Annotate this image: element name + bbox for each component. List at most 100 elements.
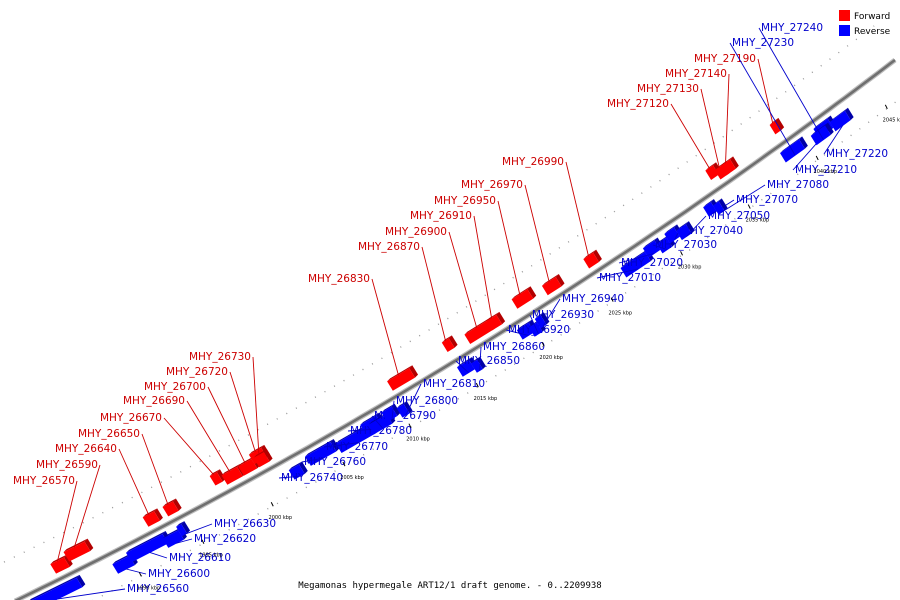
legend-reverse-label: Reverse [854, 27, 891, 37]
reverse-mhy_27210-label: MHY_27210 [795, 164, 857, 176]
forward-mhy_26910-label: MHY_26910 [410, 210, 472, 222]
forward-mhy_27130-label: MHY_27130 [637, 83, 699, 95]
tick-label: 2020 kbp [539, 355, 563, 361]
reverse-mhy_26600-leader [126, 568, 147, 575]
reverse-mhy_26930-leader [529, 314, 539, 335]
forward-gene-mhy_26830 [387, 365, 419, 391]
reverse-mhy_26630-label: MHY_26630 [214, 518, 276, 530]
reverse-gene-mhy_27220 [829, 107, 854, 132]
tick-mark [270, 502, 274, 507]
forward-mhy_26870-label: MHY_26870 [358, 241, 420, 253]
forward-gene-mhy_26870 [441, 335, 458, 353]
forward-gene-mhy_26670 [209, 469, 226, 486]
reverse-mhy_26740-leader [278, 475, 300, 479]
reverse-mhy_26760-label: MHY_26760 [304, 456, 366, 468]
reverse-mhy_27220-label: MHY_27220 [826, 148, 888, 160]
reverse-mhy_27040-label: MHY_27040 [681, 225, 743, 237]
forward-mhy_26700-label: MHY_26700 [144, 381, 206, 393]
reverse-mhy_27080-leader [721, 184, 766, 213]
forward-mhy_26720-label: MHY_26720 [166, 366, 228, 378]
reverse-mhy_27230-leader [729, 42, 796, 156]
reverse-mhy_26560-leader [57, 588, 126, 600]
reverse-mhy_26780-leader [347, 428, 374, 432]
forward-mhy_26910-leader [473, 215, 493, 319]
forward-gene-mhy_26950 [511, 286, 537, 309]
reverse-mhy_26850-leader [455, 360, 469, 373]
reverse-mhy_26800-leader [391, 400, 395, 419]
reverse-mhy_27010-label: MHY_27010 [599, 272, 661, 284]
reverse-mhy_26920-leader [505, 329, 529, 336]
forward-mhy_26690-leader [186, 400, 230, 472]
tick-label: 2040 kbp [814, 169, 838, 175]
tick-mark [408, 423, 412, 428]
legend: Forward Reverse [839, 10, 891, 37]
forward-mhy_26640-label: MHY_26640 [55, 443, 117, 455]
reverse-mhy_26770-label: MHY_26770 [326, 441, 388, 453]
reverse-gene-mhy_27080 [712, 198, 728, 215]
forward-mhy_27120-leader [670, 103, 710, 169]
reverse-mhy_27230-label: MHY_27230 [732, 37, 794, 49]
forward-mhy_26690-label: MHY_26690 [123, 395, 185, 407]
reverse-mhy_26610-leader [149, 551, 168, 559]
forward-gene-mhy_26650 [162, 498, 182, 517]
reverse-mhy_26740-label: MHY_26740 [281, 472, 343, 484]
forward-mhy_26950-label: MHY_26950 [434, 195, 496, 207]
forward-track-guide [0, 25, 875, 565]
forward-mhy_27190-label: MHY_27190 [694, 53, 756, 65]
forward-mhy_27140-label: MHY_27140 [665, 68, 727, 80]
forward-mhy_26670-label: MHY_26670 [100, 412, 162, 424]
tick-label: 2015 kbp [474, 396, 498, 402]
reverse-mhy_26620-leader [175, 538, 193, 544]
reverse-mhy_26940-label: MHY_26940 [562, 293, 624, 305]
reverse-mhy_26930-label: MHY_26930 [532, 309, 594, 321]
reverse-mhy_26810-label: MHY_26810 [423, 378, 485, 390]
reverse-mhy_26760-leader [301, 457, 324, 463]
reverse-gene-mhy_27040 [664, 224, 683, 244]
reverse-mhy_27010-leader [596, 268, 639, 279]
reverse-mhy_27220-leader [823, 125, 844, 155]
forward-mhy_26730-leader [252, 356, 260, 456]
tick-mark [475, 382, 479, 388]
reverse-mhy_26770-leader [323, 442, 359, 448]
tick-mark [884, 104, 888, 110]
tick-label: 2025 kbp [609, 311, 633, 317]
reverse-mhy_26630-leader [184, 523, 213, 535]
tick-mark [541, 341, 545, 347]
tick-label: 1990 kbp [137, 585, 161, 591]
forward-mhy_26670-leader [163, 417, 214, 475]
tick-label: 2045 kbp [883, 118, 900, 124]
reverse-gene-mhy_26560 [29, 574, 86, 600]
tick-mark [815, 155, 819, 161]
forward-gene-mhy_26640 [142, 508, 163, 527]
reverse-mhy_26600-label: MHY_26600 [148, 568, 210, 580]
reverse-mhy_27050-leader [686, 215, 707, 237]
reverse-mhy_27050-label: MHY_27050 [708, 210, 770, 222]
forward-mhy_27130-leader [700, 88, 720, 168]
forward-mhy_26570-leader [56, 480, 78, 562]
forward-mhy_26830-label: MHY_26830 [308, 273, 370, 285]
forward-mhy_27120-label: MHY_27120 [607, 98, 669, 110]
reverse-mhy_26610-label: MHY_26610 [169, 552, 231, 564]
reverse-mhy_27030-label: MHY_27030 [655, 239, 717, 251]
forward-mhy_26900-label: MHY_26900 [385, 226, 447, 238]
forward-gene-mhy_26910 [486, 311, 506, 331]
tick-label: 2010 kbp [406, 437, 430, 443]
reverse-mhy_27020-label: MHY_27020 [621, 257, 683, 269]
forward-mhy_26970-label: MHY_26970 [461, 179, 523, 191]
tick-label: 2030 kbp [678, 264, 702, 270]
forward-mhy_26590-leader [73, 464, 101, 548]
forward-gene-mhy_27140 [720, 156, 739, 176]
forward-gene-mhy_26990 [583, 249, 602, 269]
forward-gene-mhy_26590 [63, 538, 94, 562]
forward-gene-mhy_26570 [50, 554, 73, 574]
tick-label: 2000 kbp [269, 515, 293, 521]
reverse-mhy_26810-leader [405, 383, 422, 416]
reverse-gene-mhy_26630 [176, 521, 191, 537]
reverse-mhy_26860-leader [479, 346, 482, 371]
forward-mhy_26900-leader [448, 231, 478, 328]
tick-label: 2005 kbp [340, 475, 364, 481]
forward-mhy_26650-label: MHY_26650 [78, 428, 140, 440]
forward-mhy_26870-leader [421, 246, 447, 342]
reverse-mhy_26560-label: MHY_26560 [127, 583, 189, 595]
